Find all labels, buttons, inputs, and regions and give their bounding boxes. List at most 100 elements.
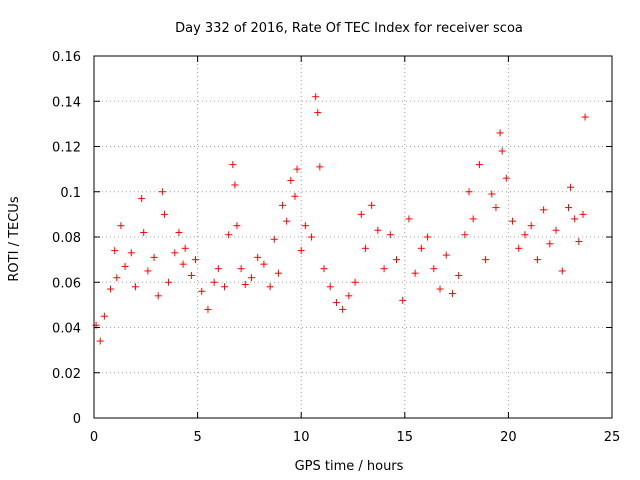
data-point (461, 231, 469, 239)
grid-lines (94, 56, 612, 418)
data-point (488, 190, 496, 198)
data-point (225, 231, 233, 239)
y-tick-label: 0.08 (52, 231, 81, 246)
data-point (575, 238, 583, 246)
data-point (131, 283, 139, 291)
data-point (424, 233, 432, 241)
data-point (158, 188, 166, 196)
data-point (320, 265, 328, 273)
data-point (270, 235, 278, 243)
data-point (210, 278, 218, 286)
data-point (558, 267, 566, 275)
data-point (233, 222, 241, 230)
data-point (374, 226, 382, 234)
data-point (254, 253, 262, 261)
data-point (241, 281, 249, 289)
data-point (204, 305, 212, 313)
data-point (229, 161, 237, 169)
data-point (567, 183, 575, 191)
data-point (237, 265, 245, 273)
y-tick-label: 0.14 (52, 95, 81, 110)
y-tick-labels: 0 0.02 0.04 0.06 0.08 0.1 0.12 0.14 0.16 (52, 50, 81, 427)
x-tick-labels: 0 5 10 15 20 25 (90, 430, 620, 445)
data-point (117, 222, 125, 230)
data-point (231, 181, 239, 189)
data-point (448, 290, 456, 298)
data-point (154, 292, 162, 300)
y-tick-label: 0.02 (52, 367, 81, 382)
data-point (339, 305, 347, 313)
data-point (509, 217, 517, 225)
data-point (171, 249, 179, 257)
data-point (540, 206, 548, 214)
data-point (361, 244, 369, 252)
data-point (521, 231, 529, 239)
data-point (482, 256, 490, 264)
data-point (581, 113, 589, 121)
data-point (455, 271, 463, 279)
data-point (181, 244, 189, 252)
data-point (411, 269, 419, 277)
data-point (393, 256, 401, 264)
data-point (187, 271, 195, 279)
data-point (111, 247, 119, 255)
data-points (92, 93, 589, 345)
y-tick-label: 0.04 (52, 322, 81, 337)
data-point (442, 251, 450, 259)
data-point (274, 269, 282, 277)
y-tick-label: 0.1 (60, 186, 81, 201)
data-point (301, 222, 309, 230)
y-tick-label: 0.06 (52, 276, 81, 291)
data-point (260, 260, 268, 268)
data-point (175, 228, 183, 236)
data-point (564, 204, 572, 212)
data-point (430, 265, 438, 273)
x-tick-label: 5 (193, 430, 201, 445)
data-point (515, 244, 523, 252)
data-point (160, 210, 168, 218)
data-point (316, 163, 324, 171)
data-point (198, 287, 206, 295)
data-point (308, 233, 316, 241)
data-point (469, 215, 477, 223)
data-point (357, 210, 365, 218)
data-point (297, 247, 305, 255)
data-point (368, 201, 376, 209)
data-point (345, 292, 353, 300)
data-point (221, 283, 229, 291)
data-point (138, 195, 146, 203)
data-point (527, 222, 535, 230)
data-point (96, 337, 104, 345)
data-point (475, 161, 483, 169)
data-point (351, 278, 359, 286)
data-point (386, 231, 394, 239)
axis-ticks (93, 55, 613, 419)
data-point (140, 228, 148, 236)
data-point (498, 147, 506, 155)
data-point (533, 256, 541, 264)
data-point (332, 299, 340, 307)
chart-title: Day 332 of 2016, Rate Of TEC Index for r… (175, 21, 523, 36)
data-point (107, 285, 115, 293)
x-tick-label: 0 (90, 430, 98, 445)
data-point (279, 201, 287, 209)
y-tick-label: 0.16 (52, 50, 81, 65)
data-point (113, 274, 121, 282)
data-point (100, 312, 108, 320)
y-tick-label: 0 (73, 412, 81, 427)
data-point (291, 192, 299, 200)
y-axis-label: ROTI / TECUs (7, 196, 22, 281)
x-axis-label: GPS time / hours (295, 459, 404, 474)
data-point (399, 296, 407, 304)
data-point (179, 260, 187, 268)
data-point (436, 285, 444, 293)
data-point (326, 283, 334, 291)
data-point (502, 174, 510, 182)
data-point (312, 93, 320, 101)
data-point (405, 215, 413, 223)
data-point (496, 129, 504, 137)
data-point (283, 217, 291, 225)
data-point (150, 253, 158, 261)
y-tick-label: 0.12 (52, 141, 81, 156)
